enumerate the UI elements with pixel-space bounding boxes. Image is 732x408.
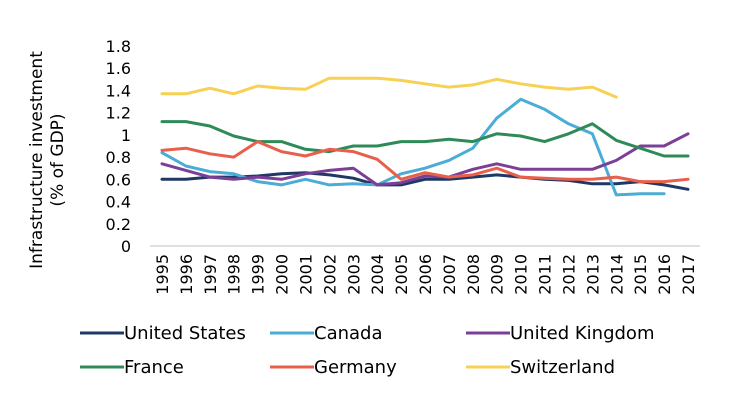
legend-label: Switzerland	[510, 357, 615, 378]
y-tick-label: 0	[121, 237, 131, 256]
x-tick-label: 2006	[416, 254, 435, 295]
y-axis-title-line-1: Infrastructure investment	[27, 51, 47, 269]
x-tick-label: 1995	[153, 254, 172, 295]
series-line-united-kingdom	[160, 132, 690, 187]
legend-label: United Kingdom	[510, 323, 654, 344]
x-tick-label: 2014	[607, 254, 626, 295]
x-tick-label: 2007	[440, 254, 459, 295]
x-tick-label: 2009	[488, 254, 507, 295]
x-tick-label: 2016	[655, 254, 674, 295]
series-line-switzerland	[160, 76, 618, 99]
y-tick-label: 1	[121, 126, 131, 145]
x-tick-label: 1999	[249, 254, 268, 295]
legend-label: United States	[124, 323, 246, 344]
series-lines	[160, 76, 690, 197]
y-tick-label: 0.8	[106, 148, 131, 167]
y-tick-label: 1.6	[106, 59, 131, 78]
y-axis-title: Infrastructure investment (% of GDP)	[27, 51, 68, 269]
x-tick-label: 2008	[464, 254, 483, 295]
series-line-france	[160, 120, 690, 158]
x-tick-label: 2001	[296, 254, 315, 295]
y-axis-ticks: 0 0.2 0.4 0.6 0.8 1 1.2 1.4 1.6 1.8	[106, 37, 131, 256]
x-tick-label: 2013	[583, 254, 602, 295]
x-tick-label: 2000	[273, 254, 292, 295]
x-tick-label: 2002	[320, 254, 339, 295]
legend-label: Germany	[314, 357, 397, 378]
x-tick-label: 2004	[368, 254, 387, 295]
x-tick-label: 2017	[679, 254, 698, 295]
x-tick-label: 2011	[536, 254, 555, 295]
y-tick-label: 0.4	[106, 193, 131, 212]
legend: United States Canada United Kingdom France G…	[80, 323, 654, 378]
x-tick-label: 1996	[177, 254, 196, 295]
x-axis-ticks: 1995 1996 1997 1998 1999 2000 2001 2002 2003 2004…	[153, 254, 698, 295]
y-tick-label: 1.8	[106, 37, 131, 56]
x-tick-label: 1997	[201, 254, 220, 295]
x-tick-label: 2015	[631, 254, 650, 295]
y-tick-label: 0.2	[106, 215, 131, 234]
y-axis-title-line-2: (% of GDP)	[48, 113, 68, 206]
y-tick-label: 1.4	[106, 81, 131, 100]
y-tick-label: 0.6	[106, 170, 131, 189]
x-tick-label: 2010	[512, 254, 531, 295]
x-tick-label: 2012	[559, 254, 578, 295]
x-tick-label: 2005	[392, 254, 411, 295]
y-tick-label: 1.2	[106, 104, 131, 123]
series-line-germany	[160, 140, 690, 184]
legend-label: Canada	[314, 323, 383, 344]
legend-label: France	[124, 357, 184, 378]
x-tick-label: 1998	[225, 254, 244, 295]
x-tick-label: 2003	[344, 254, 363, 295]
